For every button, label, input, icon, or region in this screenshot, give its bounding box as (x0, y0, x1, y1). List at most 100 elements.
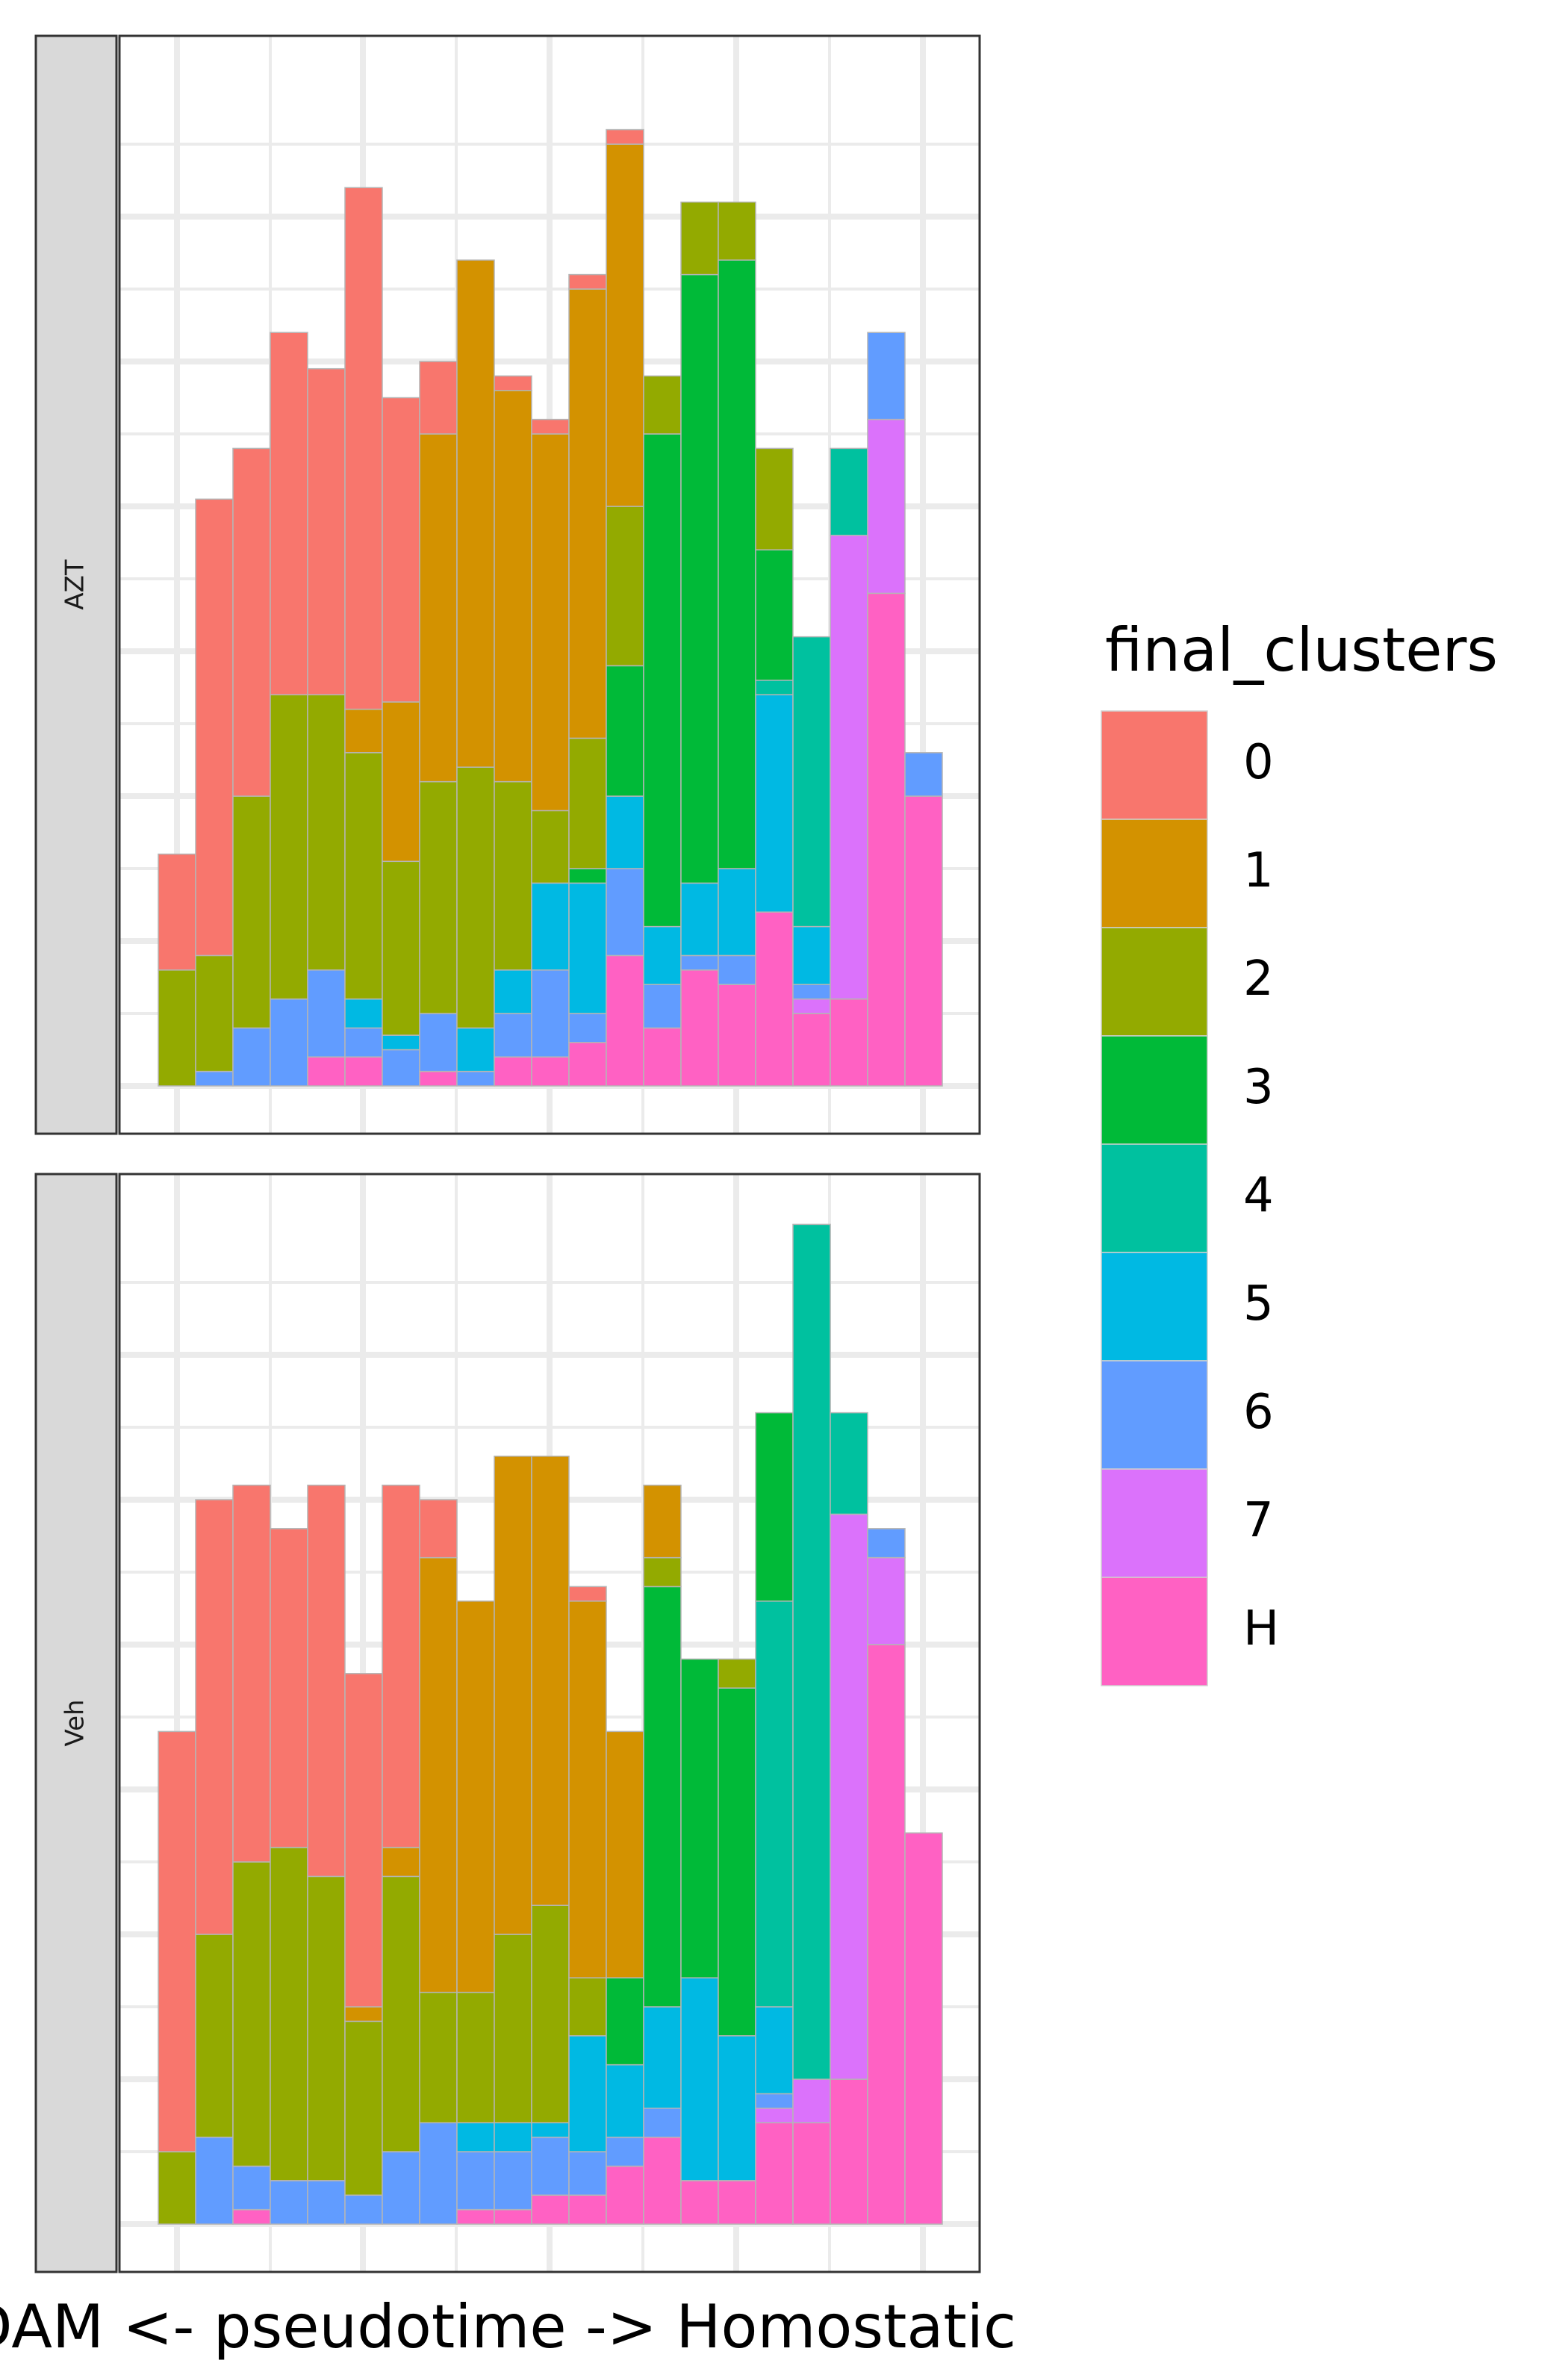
bar-segment-cluster-2 (680, 201, 719, 276)
bar-stack-5 (307, 367, 346, 1087)
bar-segment-cluster-6 (867, 1528, 906, 1559)
bar-segment-cluster-6 (494, 2151, 532, 2211)
bar-segment-cluster-H (494, 2208, 532, 2225)
bar-segment-cluster-4 (830, 1412, 868, 1515)
bar-stack-12 (568, 1586, 607, 2225)
bar-segment-cluster-1 (419, 1556, 458, 1993)
bar-segment-cluster-3 (680, 273, 719, 884)
bar-segment-cluster-H (419, 1070, 458, 1087)
facet-strip-label: AZT (60, 559, 90, 610)
bar-segment-cluster-H (904, 1832, 943, 2225)
legend-entry-7: 7 (1101, 1468, 1274, 1578)
bar-segment-cluster-0 (195, 1499, 234, 1935)
legend-entry-0: 0 (1101, 710, 1274, 820)
bar-segment-cluster-7 (867, 418, 906, 594)
bar-stack-14 (643, 375, 682, 1087)
bar-segment-cluster-H (606, 2165, 644, 2225)
bar-stack-11 (531, 418, 570, 1087)
bar-stack-2 (195, 498, 234, 1087)
bar-segment-cluster-6 (419, 1013, 458, 1072)
bar-segment-cluster-0 (568, 1586, 607, 1602)
bar-segment-cluster-H (531, 2194, 570, 2225)
bar-segment-cluster-3 (643, 433, 682, 928)
bar-segment-cluster-1 (568, 288, 607, 739)
bar-segment-cluster-H (568, 2194, 607, 2225)
bar-segment-cluster-1 (456, 1601, 495, 1993)
bar-segment-cluster-7 (830, 535, 868, 1000)
bar-segment-cluster-2 (606, 506, 644, 667)
bar-segment-cluster-2 (270, 1846, 308, 2182)
bar-segment-cluster-7 (830, 1513, 868, 2080)
legend-key (1101, 1035, 1208, 1145)
bar-segment-cluster-H (531, 1056, 570, 1087)
bar-segment-cluster-4 (830, 447, 868, 536)
legend-label: 2 (1243, 951, 1274, 1007)
bar-segment-cluster-5 (643, 2006, 682, 2109)
bar-segment-cluster-0 (195, 498, 234, 957)
bar-stack-14 (643, 1484, 682, 2225)
facet-strip (34, 1173, 118, 2273)
legend-key (1101, 1577, 1208, 1686)
bar-stack-13 (606, 128, 644, 1087)
legend-key (1101, 1360, 1208, 1470)
bar-segment-cluster-H (680, 2180, 719, 2225)
legend-label: 4 (1243, 1168, 1274, 1223)
bar-segment-cluster-5 (792, 925, 831, 985)
bar-segment-cluster-0 (606, 128, 644, 145)
bar-segment-cluster-1 (344, 708, 383, 754)
bar-segment-cluster-2 (643, 375, 682, 435)
bar-segment-cluster-4 (755, 1601, 794, 2008)
legend: final_clusters 0 1 2 3 4 5 6 7 H (1101, 615, 1498, 1686)
legend-label: H (1243, 1601, 1279, 1657)
bar-segment-cluster-H (643, 1027, 682, 1087)
bar-segment-cluster-H (606, 954, 644, 1087)
bar-segment-cluster-6 (195, 1070, 234, 1087)
bar-segment-cluster-0 (270, 332, 308, 695)
bar-segment-cluster-H (344, 1056, 383, 1087)
bar-stack-11 (531, 1456, 570, 2225)
bar-segment-cluster-H (494, 1056, 532, 1087)
bar-segment-cluster-2 (456, 1991, 495, 2123)
bar-stack-1 (158, 853, 196, 1087)
bar-segment-cluster-2 (419, 1991, 458, 2123)
bar-segment-cluster-5 (494, 2122, 532, 2152)
bar-segment-cluster-2 (158, 2151, 196, 2225)
bar-segment-cluster-6 (344, 2194, 383, 2225)
bar-segment-cluster-6 (718, 954, 756, 985)
bar-segment-cluster-5 (755, 694, 794, 913)
legend-key (1101, 1252, 1208, 1362)
bar-segment-cluster-2 (643, 1556, 682, 1588)
legend-label: 0 (1243, 735, 1274, 790)
bar-segment-cluster-2 (195, 1934, 234, 2138)
bar-segment-cluster-0 (382, 1484, 420, 1848)
legend-key (1101, 927, 1208, 1037)
bar-segment-cluster-1 (643, 1484, 682, 1559)
bar-segment-cluster-6 (680, 954, 719, 971)
bar-segment-cluster-2 (568, 1977, 607, 2037)
legend-entry-H: H (1101, 1577, 1279, 1686)
bar-stack-8 (419, 361, 458, 1087)
bar-segment-cluster-2 (718, 201, 756, 261)
bar-segment-cluster-1 (606, 1730, 644, 1978)
bar-segment-cluster-5 (718, 868, 756, 957)
bar-stack-13 (606, 1730, 644, 2225)
bar-segment-cluster-0 (568, 273, 607, 290)
bar-stack-15 (680, 201, 719, 1087)
legend-label: 1 (1243, 843, 1274, 898)
bar-segment-cluster-H (830, 2078, 868, 2225)
bar-segment-cluster-0 (307, 367, 346, 695)
bar-segment-cluster-1 (382, 1846, 420, 1878)
bar-segment-cluster-0 (419, 1499, 458, 1559)
bar-segment-cluster-5 (718, 2035, 756, 2182)
bar-stack-19 (830, 447, 868, 1087)
bar-segment-cluster-H (792, 2122, 831, 2225)
legend-entry-6: 6 (1101, 1360, 1274, 1470)
bar-stack-17 (755, 1412, 794, 2225)
bar-segment-cluster-3 (643, 1586, 682, 2008)
bar-stack-17 (755, 447, 794, 1087)
bar-segment-cluster-H (718, 2180, 756, 2225)
bar-segment-cluster-3 (718, 259, 756, 869)
bar-segment-cluster-H (904, 795, 943, 1087)
x-axis-title: DAM <- pseudotime -> Homostatic (0, 2292, 1016, 2362)
bar-segment-cluster-3 (755, 1412, 794, 1602)
